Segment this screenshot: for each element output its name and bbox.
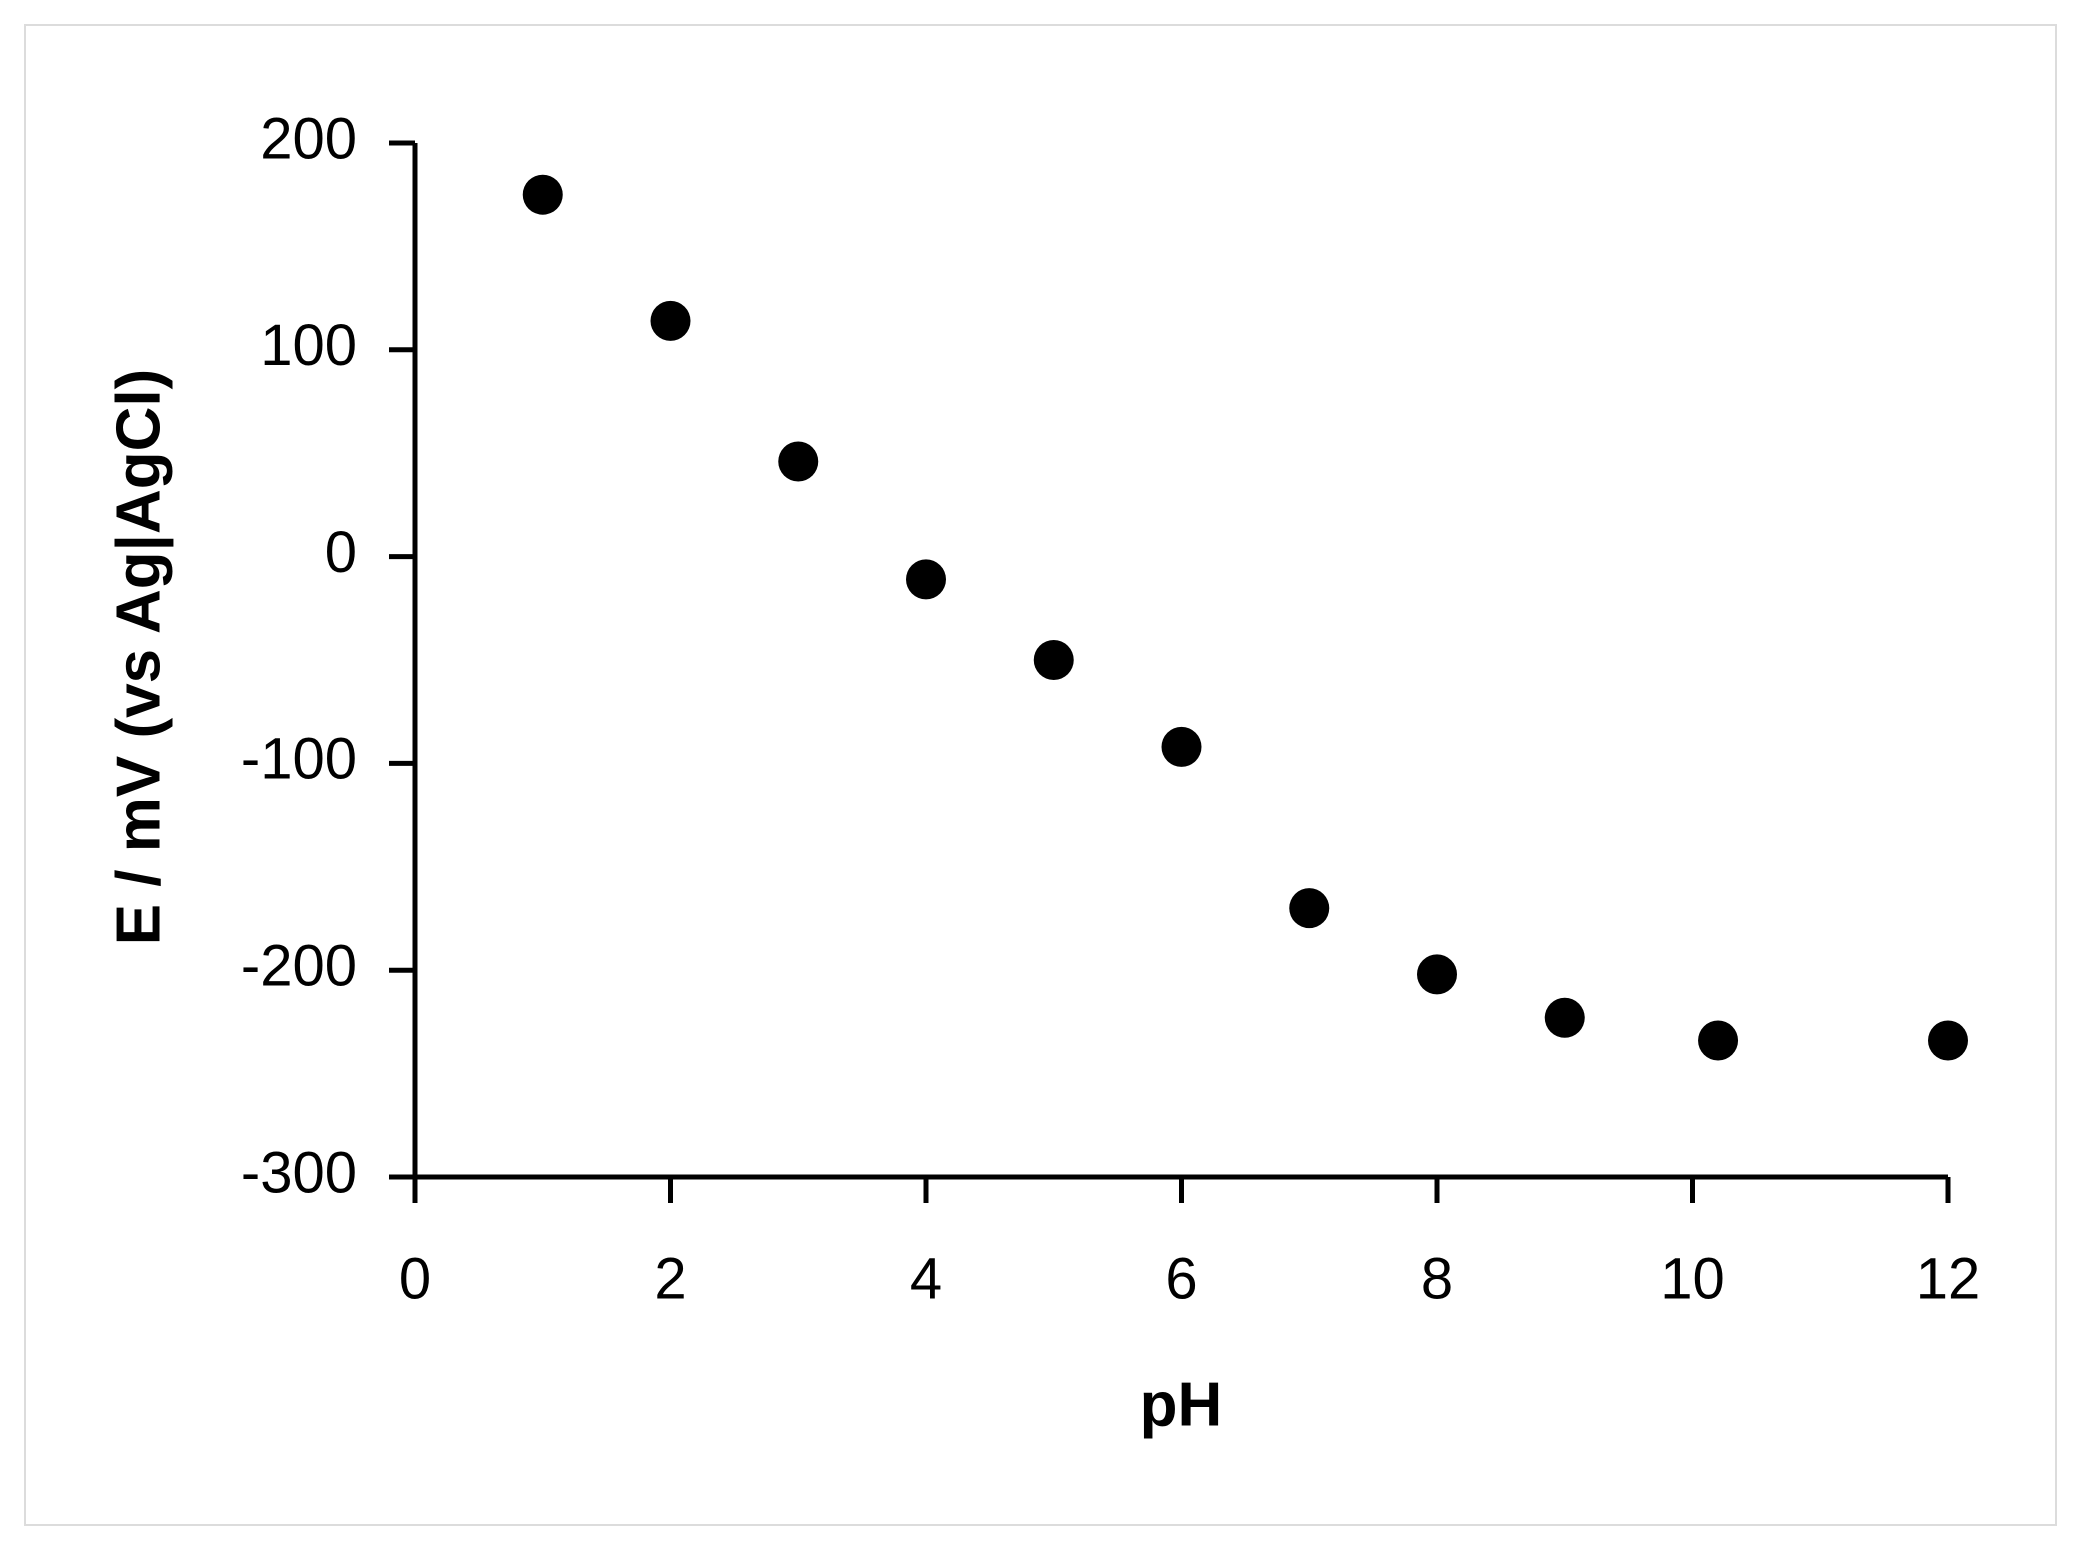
x-tick-label: 0 [399,1246,431,1311]
data-point [1544,997,1585,1038]
data-point [650,300,691,341]
y-tick-label: -300 [241,1140,357,1205]
data-point [1928,1020,1968,1061]
x-tick-label: 6 [1165,1246,1197,1311]
data-point [1698,1020,1739,1061]
x-tick-label: 12 [1916,1246,1981,1311]
y-tick-label: 200 [260,106,357,171]
y-tick-label: 100 [260,313,357,378]
data-point [522,174,563,215]
data-point [1289,888,1330,929]
data-point [1161,726,1202,767]
x-tick-label: 4 [910,1246,942,1311]
x-axis-title: pH [1140,1370,1223,1439]
data-point [1417,954,1457,995]
data-point [778,441,819,482]
y-axis-title: E / mV (vs Ag|AgCl) [104,369,174,946]
x-tick-label: 2 [654,1246,686,1311]
data-point [1033,640,1074,680]
x-tick-label: 8 [1421,1246,1453,1311]
chart-frame [24,24,2057,1526]
y-tick-label: -100 [241,727,357,792]
y-tick-label: -200 [241,934,357,999]
data-point [906,559,946,600]
x-tick-label: 10 [1660,1246,1725,1311]
y-tick-label: 0 [325,520,357,585]
